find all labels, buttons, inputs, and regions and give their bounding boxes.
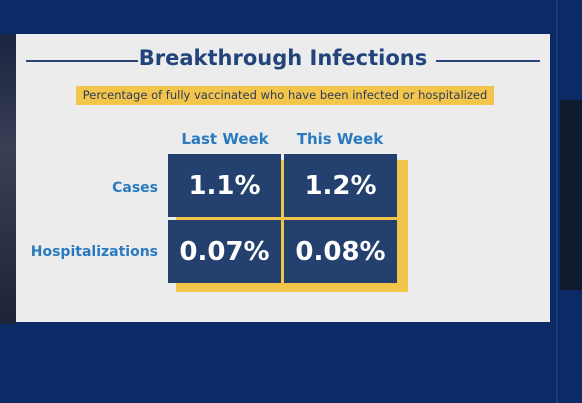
background-presenter-left <box>0 34 16 324</box>
cell-hospitalizations-this-week: 0.08% <box>284 220 397 283</box>
background-presenter-right <box>560 100 582 290</box>
data-table: 1.1% 1.2% 0.07% 0.08% <box>168 154 398 284</box>
presentation-slide: Breakthrough Infections Percentage of fu… <box>16 34 550 322</box>
column-header-last-week: Last Week <box>181 130 269 148</box>
title-rule-left <box>26 60 138 62</box>
background-divider <box>556 0 558 403</box>
row-header-cases: Cases <box>112 180 158 196</box>
row-header-hospitalizations: Hospitalizations <box>30 244 158 260</box>
column-header-this-week: This Week <box>296 130 384 148</box>
title-rule-right <box>436 60 540 62</box>
cell-cases-last-week: 1.1% <box>168 154 281 217</box>
slide-title: Breakthrough Infections <box>138 46 428 70</box>
cell-hospitalizations-last-week: 0.07% <box>168 220 281 283</box>
slide-subtitle: Percentage of fully vaccinated who have … <box>76 86 494 105</box>
cell-cases-this-week: 1.2% <box>284 154 397 217</box>
